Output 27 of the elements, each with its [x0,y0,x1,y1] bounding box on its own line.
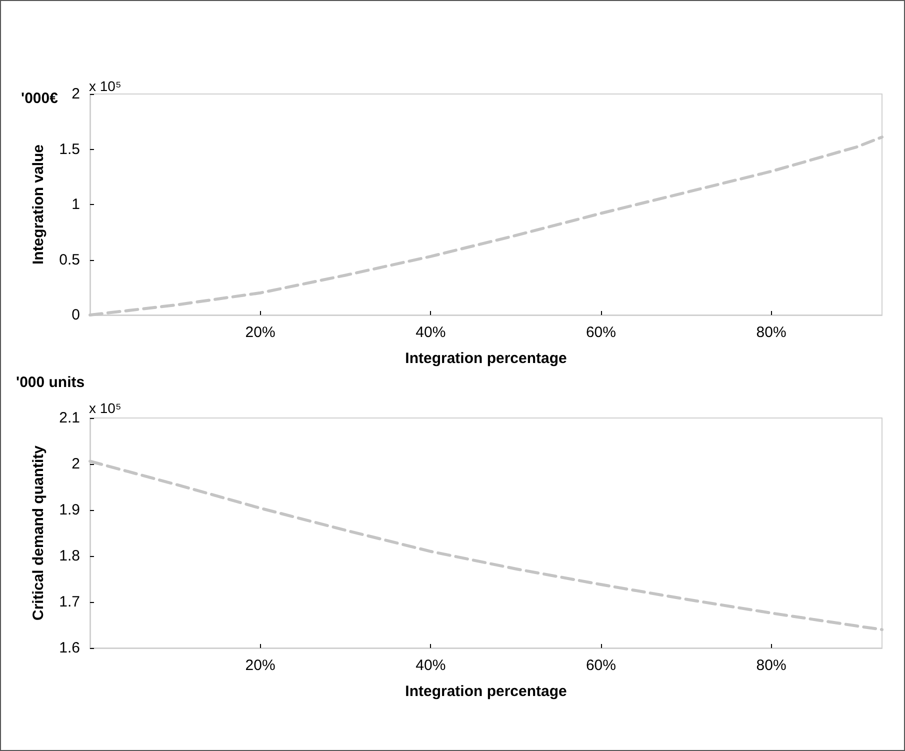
x-tick-label: 80% [756,657,786,674]
text: '000 units [16,374,85,391]
x-axis-title: Integration percentage [405,683,567,700]
y-tick-label: 1.9 [59,502,80,518]
text: x 10⁵ [89,78,122,94]
x-tick-label: 20% [245,324,276,341]
y-axis-title: Critical demand quantity [30,444,47,621]
text: x 10⁵ [89,400,122,416]
text: '000€ [21,90,59,107]
y-tick-label: 1.6 [59,640,80,656]
x-axis-title: Integration percentage [405,350,567,367]
x-tick-label: 20% [245,657,276,674]
x-tick-label: 80% [756,324,786,341]
x-tick-label: 40% [416,324,446,341]
y-tick-label: 1.7 [59,594,80,610]
y-tick-label: 1.5 [59,140,80,158]
y-tick-label: 0.5 [59,251,80,268]
y-tick-label: 2 [72,86,80,102]
x-tick-label: 60% [586,324,616,341]
y-tick-label: 1 [72,196,80,213]
y-tick-label: 2.1 [59,410,80,426]
y-tick-label: 2 [72,456,80,472]
x-tick-label: 40% [416,657,446,674]
y-tick-label: 0 [72,306,80,324]
y-axis-title: Integration value [30,144,47,265]
x-tick-label: 60% [586,657,616,674]
y-tick-label: 1.8 [59,548,80,564]
